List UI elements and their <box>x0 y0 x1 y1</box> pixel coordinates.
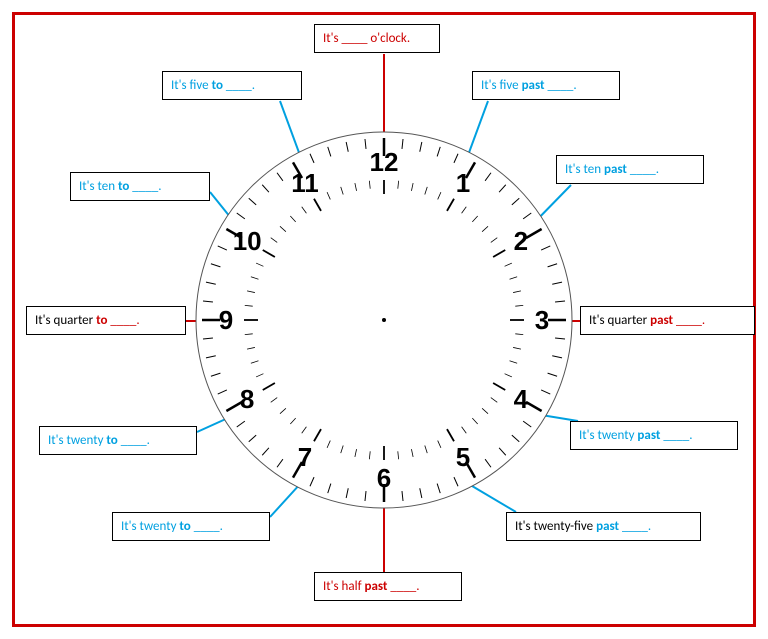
label-part: It's twenty-five <box>515 519 596 534</box>
time-label-5: It's twenty-five past ____. <box>506 512 701 541</box>
clock-number: 4 <box>514 384 529 414</box>
label-part: It's <box>323 31 342 46</box>
time-label-3: It's quarter past ____. <box>580 306 755 335</box>
connector-line <box>280 101 301 158</box>
label-part: ____. <box>118 433 150 448</box>
time-label-2: It's ten past ____. <box>556 155 704 184</box>
worksheet-frame: 121234567891011 It's ____ o'clock.It's f… <box>12 12 756 627</box>
clock-number: 3 <box>535 305 549 335</box>
label-part: ____. <box>660 428 692 443</box>
label-part: to <box>212 78 223 93</box>
label-part: It's half <box>323 579 364 594</box>
label-part: It's twenty <box>579 428 637 443</box>
label-part: ____. <box>223 78 255 93</box>
label-part: to <box>118 179 129 194</box>
time-label-4: It's twenty past ____. <box>570 421 738 450</box>
label-part: It's ten <box>565 162 604 177</box>
label-part: past <box>604 162 627 177</box>
clock-number: 7 <box>298 442 312 472</box>
label-part: ____. <box>387 579 419 594</box>
clock-number: 12 <box>370 147 399 177</box>
connector-line <box>467 483 516 512</box>
time-label-8: It's twenty to ____. <box>39 426 197 455</box>
label-part: to <box>179 519 190 534</box>
label-part: past <box>637 428 660 443</box>
connector-line <box>467 101 488 158</box>
time-label-11: It's five to ____. <box>162 71 302 100</box>
label-part: It's twenty <box>48 433 106 448</box>
label-part: ____. <box>673 313 705 328</box>
label-part: ____. <box>619 519 651 534</box>
clock-number: 6 <box>377 463 391 493</box>
label-part: It's five <box>171 78 212 93</box>
clock-number: 2 <box>514 226 528 256</box>
time-label-10: It's ten to ____. <box>70 172 210 201</box>
clock-number: 1 <box>456 168 470 198</box>
label-part: It's quarter <box>589 313 650 328</box>
clock-number: 8 <box>240 384 254 414</box>
connector-line <box>270 483 301 517</box>
label-part: to <box>96 313 107 328</box>
label-part: It's five <box>481 78 522 93</box>
label-part: o'clock. <box>367 31 410 46</box>
label-part: ____. <box>107 313 139 328</box>
time-label-1: It's five past ____. <box>472 71 620 100</box>
label-part: It's quarter <box>35 313 96 328</box>
label-part: past <box>650 313 673 328</box>
clock-number: 11 <box>291 168 319 198</box>
label-part: It's ten <box>79 179 118 194</box>
time-label-6: It's half past ____. <box>314 572 462 601</box>
label-part: past <box>596 519 619 534</box>
time-label-9: It's quarter to ____. <box>26 306 186 335</box>
label-part: past <box>364 579 387 594</box>
label-part: ____. <box>627 162 659 177</box>
label-part: ____. <box>545 78 577 93</box>
clock-number: 10 <box>233 226 262 256</box>
clock-center-dot <box>382 318 386 322</box>
label-part: ____. <box>129 179 161 194</box>
time-label-7: It's twenty to ____. <box>112 512 270 541</box>
clock-number: 9 <box>219 305 233 335</box>
clock-number: 5 <box>456 442 470 472</box>
label-part: past <box>522 78 545 93</box>
time-label-12: It's ____ o'clock. <box>314 24 440 53</box>
label-part: It's twenty <box>121 519 179 534</box>
label-part: ____ <box>342 31 368 46</box>
label-part: to <box>106 433 117 448</box>
label-part: ____. <box>191 519 223 534</box>
